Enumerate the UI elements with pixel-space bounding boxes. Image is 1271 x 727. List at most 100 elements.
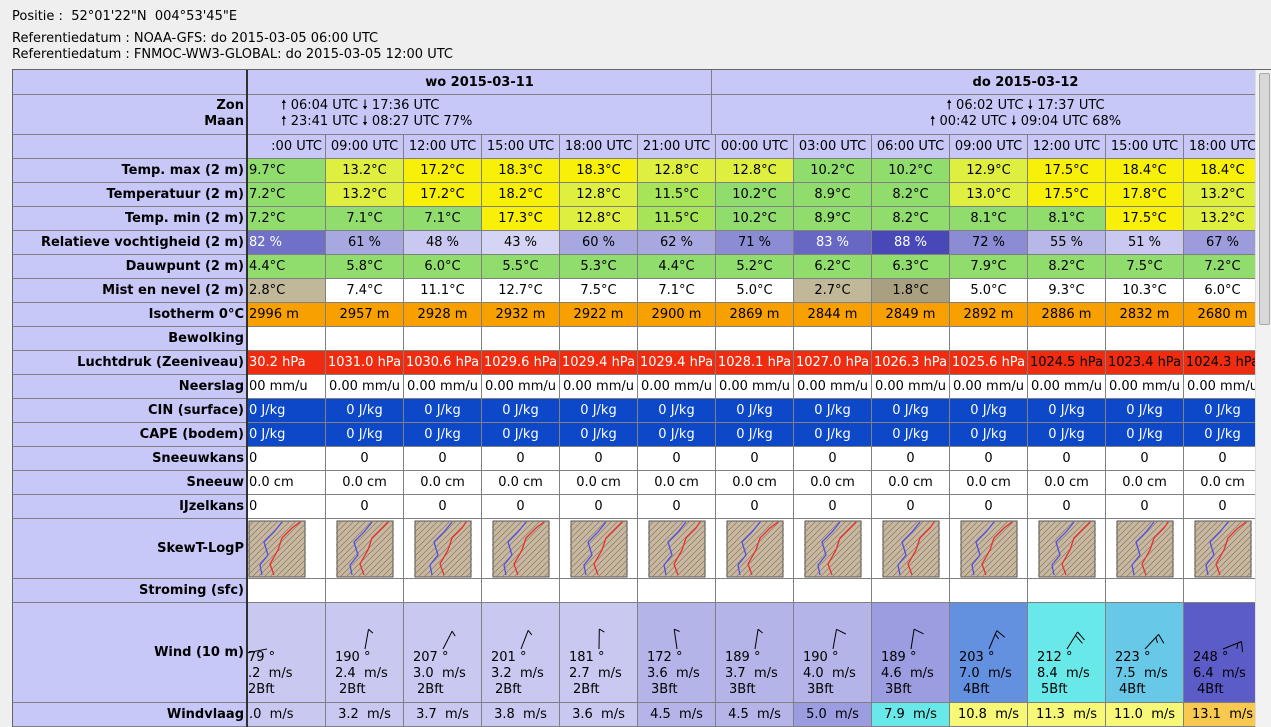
wind-speed: 8.4 m/s <box>1037 666 1090 682</box>
skewt-cell <box>638 519 716 579</box>
data-cell: 18.4°C <box>1184 159 1262 183</box>
data-cell: 55 % <box>1028 231 1106 255</box>
data-cell: 7.2°C <box>248 207 326 231</box>
data-cell: 67 % <box>1184 231 1262 255</box>
skewt-diagram[interactable] <box>804 520 862 578</box>
data-cell: 00 mm/u <box>248 375 326 399</box>
wind-speed: 3.6 m/s <box>647 666 700 682</box>
vertical-scrollbar[interactable] <box>1255 70 1271 727</box>
wind-barb-icon <box>1042 609 1092 655</box>
data-cell: 0 <box>872 447 950 471</box>
data-cell: 12.7°C <box>482 279 560 303</box>
data-cell: 2680 m <box>1184 303 1262 327</box>
data-cell: 8.9°C <box>794 207 872 231</box>
skewt-diagram[interactable] <box>648 520 706 578</box>
wind-beaufort: 4Bft <box>1115 682 1168 698</box>
skewt-diagram[interactable] <box>248 520 306 578</box>
gust-cell: 13.1 m/s <box>1184 703 1262 727</box>
data-cell: 0 J/kg <box>482 423 560 447</box>
skewt-diagram[interactable] <box>1194 520 1252 578</box>
data-cell: 2932 m <box>482 303 560 327</box>
data-cell: 0.0 cm <box>248 471 326 495</box>
data-cell: 1.8°C <box>872 279 950 303</box>
wind-direction: 181 ° <box>569 650 622 666</box>
stroming-cell <box>1106 579 1184 603</box>
skewt-cell <box>482 519 560 579</box>
skewt-diagram[interactable] <box>960 520 1018 578</box>
wind-direction: 223 ° <box>1115 650 1168 666</box>
skewt-diagram[interactable] <box>882 520 940 578</box>
wind-speed: 4.0 m/s <box>803 666 856 682</box>
wind-barb-icon <box>248 609 292 655</box>
data-cell: 17.2°C <box>404 183 482 207</box>
skewt-diagram[interactable] <box>336 520 394 578</box>
data-cell: 0 J/kg <box>872 399 950 423</box>
skewt-cell <box>326 519 404 579</box>
skewt-diagram[interactable] <box>492 520 550 578</box>
skewt-diagram[interactable] <box>1116 520 1174 578</box>
data-cell: 0.0 cm <box>794 471 872 495</box>
data-cell: 0 <box>482 447 560 471</box>
wind-barb-icon <box>418 609 468 655</box>
data-cell: 0 J/kg <box>638 399 716 423</box>
skewt-diagram[interactable] <box>570 520 628 578</box>
data-cell: 17.2°C <box>404 159 482 183</box>
row-label: Temp. max (2 m) <box>13 159 248 183</box>
data-cell: 0.00 mm/u <box>404 375 482 399</box>
sun-moon-times: 🠕 06:02 UTC 🠗 17:37 UTC🠕 00:42 UTC 🠗 09:… <box>712 95 1271 135</box>
zon-label: Zon <box>13 98 244 114</box>
data-cell: 0 J/kg <box>1184 423 1262 447</box>
gust-cell: 10.8 m/s <box>950 703 1028 727</box>
data-cell: 0 J/kg <box>1028 423 1106 447</box>
data-cell: 0 <box>326 447 404 471</box>
time-cell: 12:00 UTC <box>1028 135 1106 159</box>
stroming-cell <box>638 579 716 603</box>
stroming-cell <box>1184 579 1262 603</box>
row-label: Wind (10 m) <box>13 603 248 703</box>
data-cell: 2849 m <box>872 303 950 327</box>
data-cell: 0.0 cm <box>1184 471 1262 495</box>
data-cell: 10.2°C <box>872 159 950 183</box>
data-cell: 0.0 cm <box>638 471 716 495</box>
row-label: Neerslag <box>13 375 248 399</box>
row-label: SkewT-LogP <box>13 519 248 579</box>
time-cell: 09:00 UTC <box>326 135 404 159</box>
data-cell: 72 % <box>950 231 1028 255</box>
time-cell: 00:00 UTC <box>716 135 794 159</box>
skewt-diagram[interactable] <box>1038 520 1096 578</box>
data-cell: 1024.3 hPa <box>1184 351 1262 375</box>
data-cell: 0 <box>560 495 638 519</box>
data-cell: 1027.0 hPa <box>794 351 872 375</box>
wind-beaufort: 2Bft <box>248 682 292 698</box>
data-cell: 6.3°C <box>872 255 950 279</box>
data-cell <box>1028 327 1106 351</box>
skewt-diagram[interactable] <box>726 520 784 578</box>
data-cell: 0.00 mm/u <box>1028 375 1106 399</box>
data-cell: 8.1°C <box>1028 207 1106 231</box>
data-cell: 2892 m <box>950 303 1028 327</box>
data-cell: 2900 m <box>638 303 716 327</box>
data-cell <box>794 327 872 351</box>
data-cell: 17.5°C <box>1028 183 1106 207</box>
data-cell: 0.00 mm/u <box>950 375 1028 399</box>
stroming-cell <box>482 579 560 603</box>
data-cell: 0.00 mm/u <box>1106 375 1184 399</box>
data-cell: 71 % <box>716 231 794 255</box>
data-cell: 0 J/kg <box>950 399 1028 423</box>
data-cell: 12.8°C <box>560 207 638 231</box>
data-cell: 11.5°C <box>638 183 716 207</box>
wind-direction: 201 ° <box>491 650 544 666</box>
skewt-diagram[interactable] <box>414 520 472 578</box>
data-cell: 0 <box>248 495 326 519</box>
scrollbar-thumb[interactable] <box>1259 73 1270 325</box>
data-cell <box>872 327 950 351</box>
data-cell: 0 <box>872 495 950 519</box>
wind-direction: 248 ° <box>1193 650 1246 666</box>
gust-cell: 3.7 m/s <box>404 703 482 727</box>
data-cell: 0 <box>248 447 326 471</box>
wind-beaufort: 2Bft <box>569 682 622 698</box>
data-cell: 0 <box>560 447 638 471</box>
